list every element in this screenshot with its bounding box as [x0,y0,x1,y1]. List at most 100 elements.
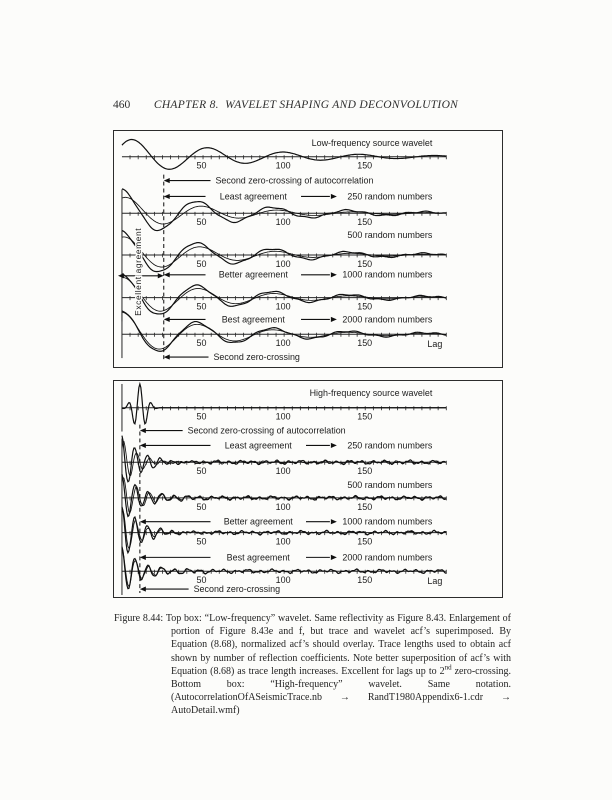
caption-label: Figure 8.44: [114,613,164,624]
lag-axis-label: Lag [427,576,442,586]
tick-label: 150 [357,466,372,476]
annotation-label: 500 random numbers [347,230,432,240]
page-number: 460 [113,99,131,111]
running-head: CHAPTER 8. WAVELET SHAPING AND DECONVOLU… [153,99,459,111]
trace-curve [121,549,447,588]
tick-label: 50 [197,466,207,476]
arrow-head-left [163,178,170,184]
high-frequency-panel: 50 100 150 50 100 150 50 100 150 50 100 150 50 100 150… [121,381,447,596]
annotation-row: Better agreement 1000 random numbers [163,270,433,280]
tick-label: 50 [197,259,207,269]
annotation-row: Better agreement 1000 random numbers [139,517,433,527]
annotation-row: Least agreement 250 random numbers [163,191,433,201]
trace-count-label: 250 random numbers [347,440,433,450]
arrow-head-left [139,519,146,525]
figure-top-box: 50 100 150 50 100 150 50 100 150 50 100 150 50 100 150… [113,130,503,368]
trace-curve [121,276,447,312]
tick-label: 100 [276,537,291,547]
trace-curve [121,440,447,477]
trace-curve [121,476,447,514]
low-frequency-panel: 50 100 150 50 100 150 50 100 150 50 100 150 50 100 150… [117,138,447,362]
vertical-agreement-label: Excellent agreement [133,228,143,316]
trace-curve [121,188,447,232]
arrow-head-left [139,442,146,448]
lag-axis-label: Lag [427,339,442,349]
annotation-row: 500 random numbers [347,480,433,490]
trace-curve [121,509,447,550]
trace-row: 50 100 150 [121,381,447,432]
arrow-head-left [163,354,170,360]
trace-row: 50 100 150 Lag [121,310,447,359]
annotation-label: Second zero-crossing of autocorrelation [215,176,373,186]
annotation-row: Best agreement 2000 random numbers [139,552,433,562]
tick-label: 100 [276,502,291,512]
caption-text-2: zero-crossing. Bottom box: “High-frequen… [171,665,511,717]
trace-row: 50 100 150 [121,188,447,238]
agreement-label: Least agreement [225,440,293,450]
agreement-label: Better agreement [224,517,294,527]
tick-label: 100 [276,412,291,422]
annotation-row: Second zero-crossing of autocorrelation [139,426,346,436]
tick-label: 150 [357,161,372,171]
trace-row: 50 100 150 Lag [121,546,447,596]
trace-count-label: 2000 random numbers [342,552,432,562]
trace-count-label: 250 random numbers [347,191,432,201]
trace-row: 50 100 150 [121,473,447,522]
tick-label: 50 [197,412,207,422]
figure-caption: Figure 8.44: Top box: “Low-frequency” wa… [114,612,511,718]
annotation-row: Second zero-crossing of autocorrelation [163,176,373,186]
tick-label: 100 [276,575,291,585]
tick-label: 100 [276,338,291,348]
agreement-label: Best agreement [227,552,291,562]
tick-label: 100 [276,217,291,227]
trace-row: 50 100 150 [121,138,447,171]
tick-label: 150 [357,338,372,348]
annotation-label: 500 random numbers [347,480,433,490]
tick-label: 150 [357,259,372,269]
trace-count-label: 1000 random numbers [342,517,432,527]
arrow-head-right [330,272,337,278]
tick-label: 50 [197,217,207,227]
arrow-head-right [157,273,164,279]
arrow-head-left [117,273,124,279]
arrow-head-right [330,316,337,322]
figure-bottom-box: 50 100 150 50 100 150 50 100 150 50 100 150 50 100 150… [113,380,503,598]
axis-ticks [129,332,447,337]
trace-curve [121,236,447,268]
annotation-row: Best agreement 2000 random numbers [163,314,433,324]
tick-label: 150 [357,537,372,547]
caption-text-1: Top box: “Low-frequency” wavelet. Same r… [163,613,512,677]
trace-curve [121,273,447,315]
arrow-head-left [163,272,170,278]
tick-label: 50 [197,575,207,585]
arrow-head-right [330,442,337,448]
arrow-head-right [330,193,337,200]
axis-ticks [129,296,447,301]
arrow-head-left [139,586,146,592]
arrow-head-right [330,519,337,525]
trace-row: 50 100 150 [121,273,447,322]
arrow-head-left [139,427,146,434]
annotation-label: Second zero-crossing of autocorrelation [188,426,346,436]
agreement-label: Better agreement [219,270,289,280]
annotation-row: Second zero-crossing [139,584,281,594]
tick-label: 150 [357,217,372,227]
tick-label: 100 [276,466,291,476]
agreement-label: Least agreement [220,191,288,201]
tick-label: 50 [197,338,207,348]
trace-row: 50 100 150 [121,230,447,279]
tick-label: 150 [357,502,372,512]
arrow-head-left [163,193,170,200]
trace-count-label: 1000 random numbers [342,270,432,280]
tick-label: 100 [276,161,291,171]
arrow-head-left [139,554,146,560]
annotation-row: Least agreement 250 random numbers [139,440,433,450]
tick-label: 150 [357,302,372,312]
tick-label: 150 [357,412,372,422]
arrow-head-left [163,316,170,322]
tick-label: 100 [276,259,291,269]
annotation-label: Second zero-crossing [194,584,281,594]
trace-curve [121,230,447,273]
trace-curve [121,196,447,225]
